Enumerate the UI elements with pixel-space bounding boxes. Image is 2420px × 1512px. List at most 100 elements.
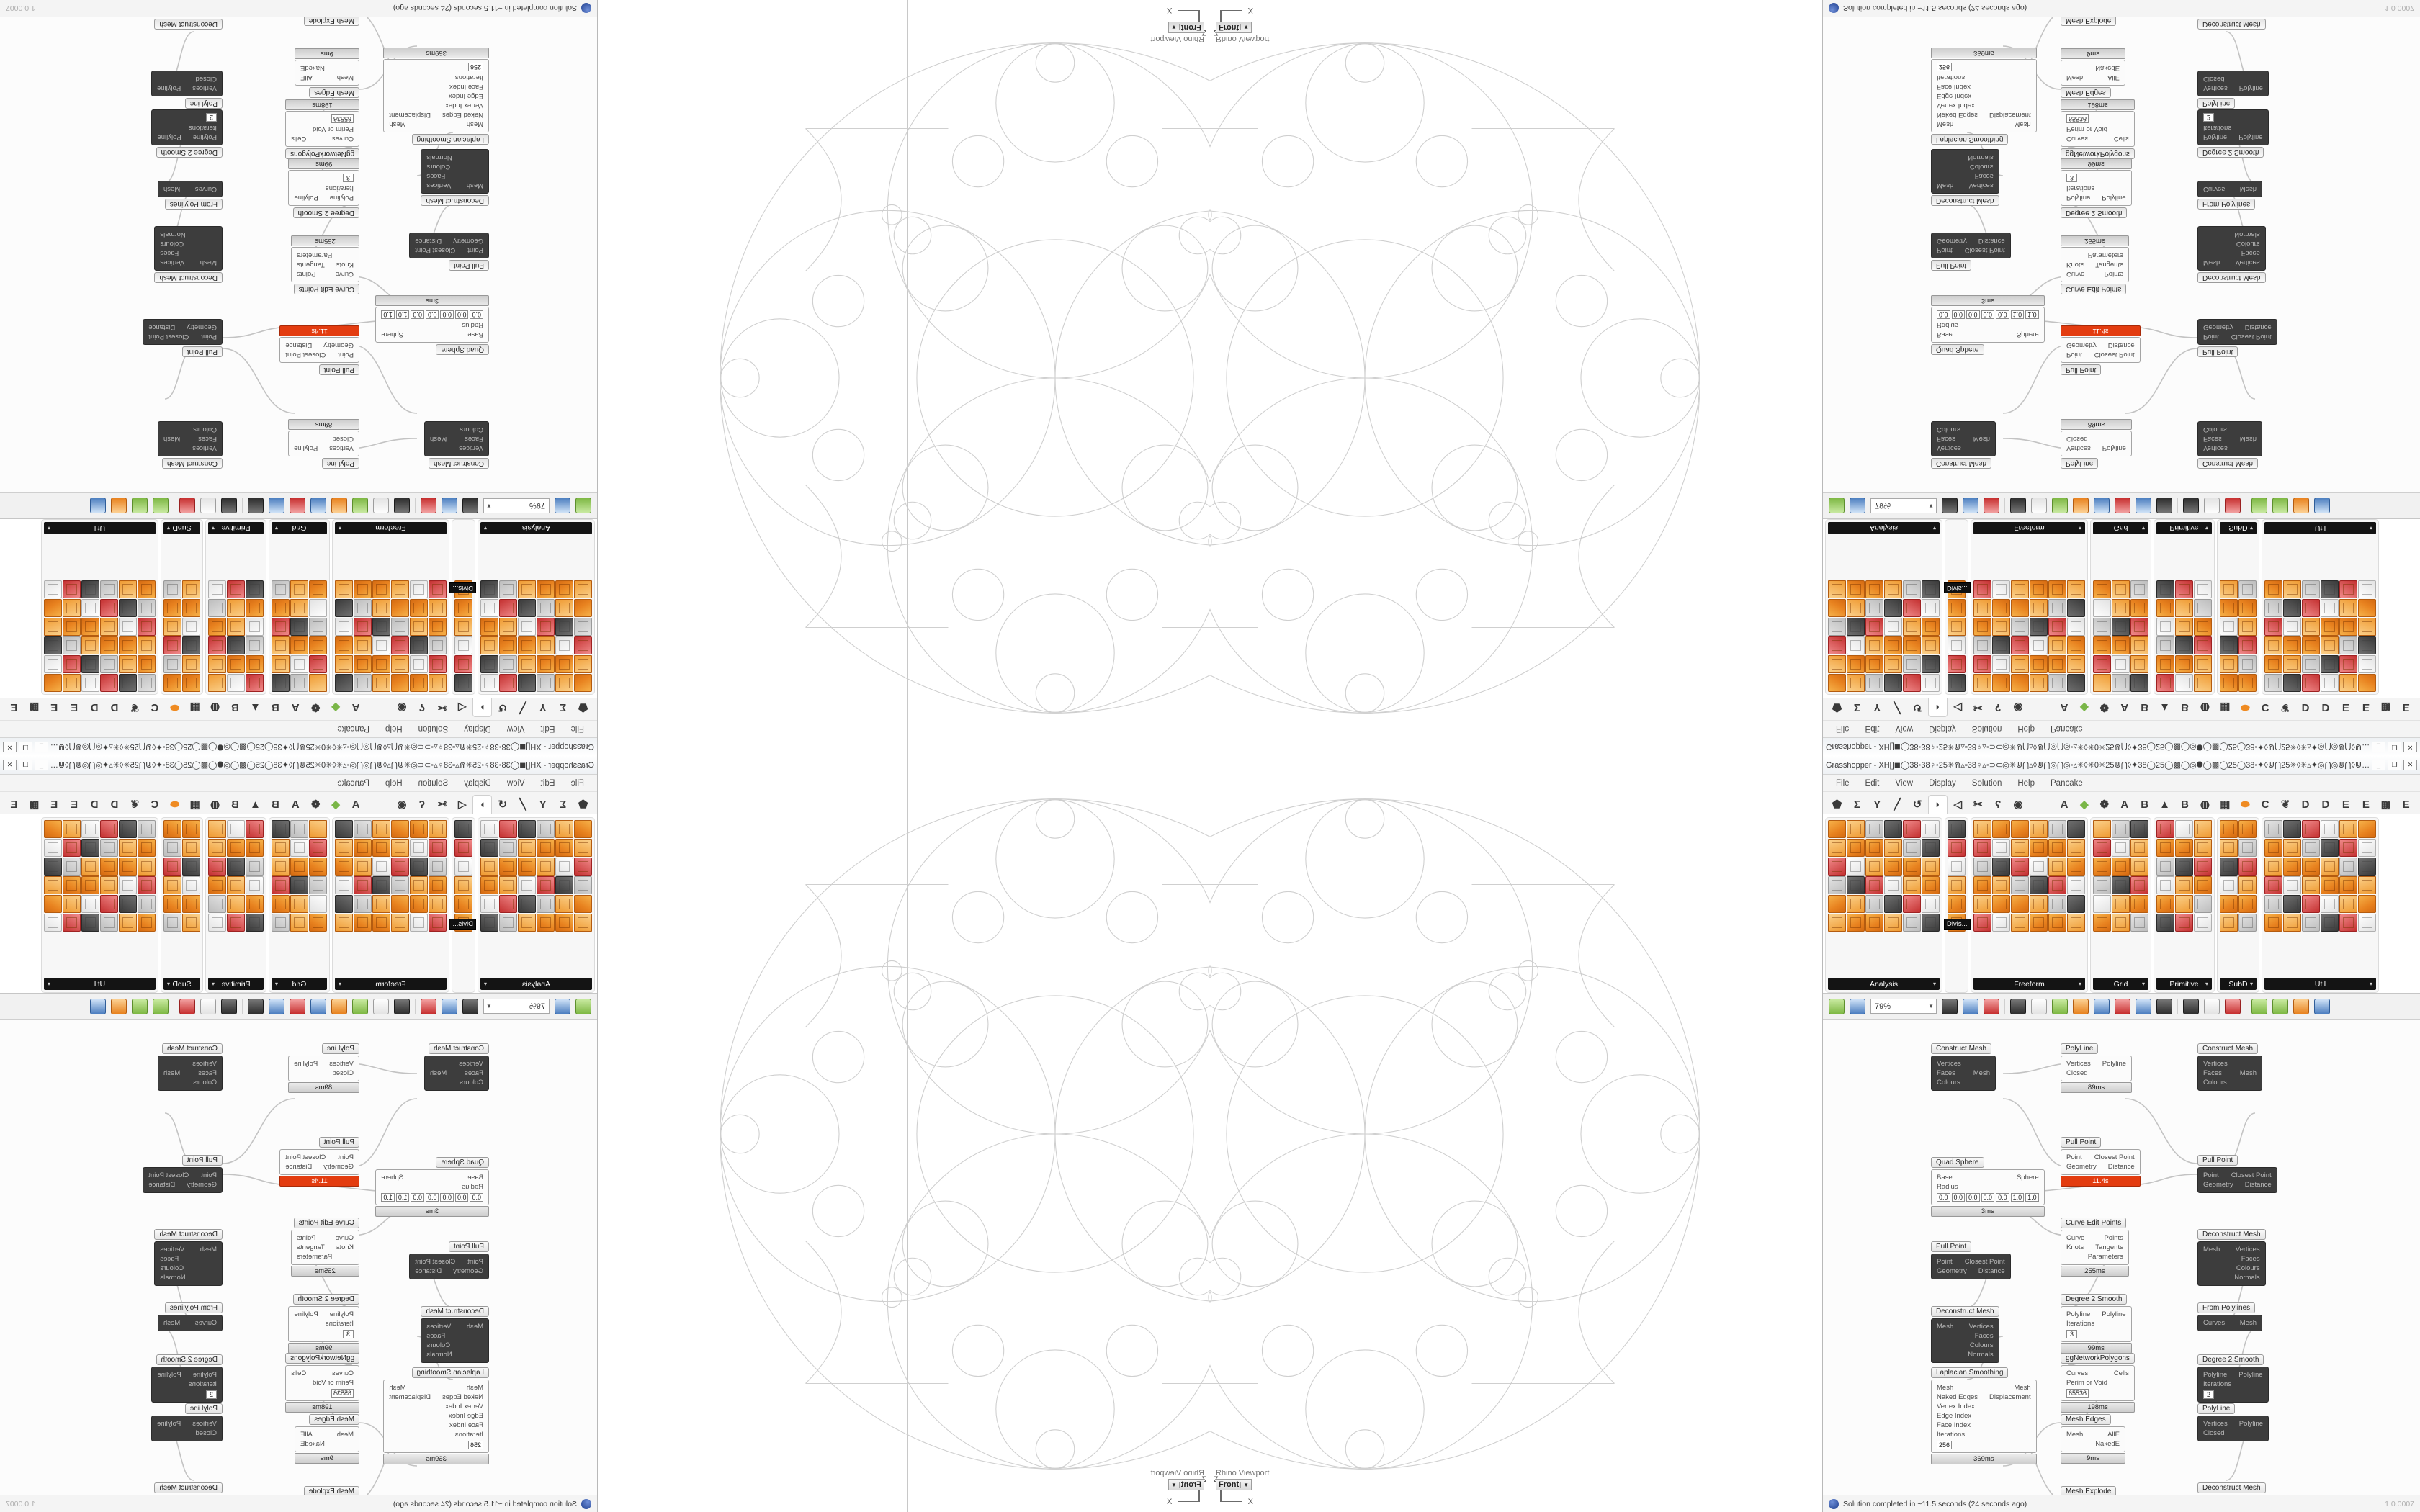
menu-item-pancake[interactable]: Pancake [337,724,369,734]
scissors-icon[interactable] [2156,998,2172,1014]
component-icon[interactable] [499,580,517,598]
component-icon[interactable] [81,580,99,598]
component-icon[interactable] [335,820,353,838]
component-icon[interactable] [138,876,156,894]
ribbon-tab-right-14[interactable]: E [71,701,79,714]
menu-item-edit[interactable]: Edit [1865,724,1880,734]
component-icon[interactable] [499,820,517,838]
viewport-view-dropdown[interactable]: Front ▼ [1168,1479,1204,1490]
gh-component-name[interactable]: PolyLine [184,1403,223,1414]
canvas-toolbar[interactable]: 79% ▼ [1823,492,2420,518]
component-icon[interactable] [429,914,447,932]
component-icon[interactable] [2030,674,2048,692]
component-icon[interactable] [290,858,308,876]
gh-output-param[interactable]: AllE [2107,73,2120,81]
component-icon[interactable] [290,674,308,692]
component-icon[interactable] [537,895,555,913]
ribbon-tab-right-13[interactable]: D [2321,701,2330,714]
component-icon[interactable] [354,914,372,932]
component-icon[interactable] [2048,580,2066,598]
component-icon[interactable] [246,655,264,673]
ribbon-tab-5[interactable]: ◗ [472,795,493,814]
component-icon[interactable] [335,876,353,894]
help-icon[interactable] [2115,498,2130,514]
component-icon[interactable] [1884,580,1902,598]
component-icon[interactable] [1992,618,2010,636]
menu-bar[interactable]: File Edit View Display Solution Help Pancake [0,775,597,792]
gh-value-field[interactable]: 1.0 [2025,310,2039,319]
gh-input-param[interactable]: Iterations [2203,124,2232,132]
component-icon[interactable] [2321,580,2339,598]
component-icon[interactable] [2302,839,2320,857]
component-icon[interactable] [1973,839,1991,857]
component-icon[interactable] [1992,599,2010,617]
component-icon[interactable] [44,599,62,617]
gh-input-param[interactable]: Vertex Index [1937,102,1975,109]
ribbon-tab-8[interactable]: ʕ [418,701,426,714]
component-icon[interactable] [2175,876,2193,894]
component-icon[interactable] [372,618,390,636]
gh-component-body[interactable]: Mesh Vertices Faces Colours Normals [421,149,489,194]
component-icon[interactable] [119,914,137,932]
component-icon[interactable] [1884,674,1902,692]
component-icon[interactable] [372,839,390,857]
gh-component-name[interactable]: Pull Point [182,346,223,357]
gradient-icon[interactable] [2293,998,2309,1014]
component-icon[interactable] [2048,858,2066,876]
save-file-icon[interactable] [1850,998,1865,1014]
gh-input-param[interactable]: Faces [198,1069,217,1077]
component-icon[interactable] [2030,895,2048,913]
gh-input-param[interactable]: Polyline [2066,194,2091,202]
component-icon[interactable] [574,839,592,857]
component-icon[interactable] [2093,580,2111,598]
component-icon[interactable] [372,895,390,913]
gh-component-body[interactable]: Vertices Faces Mesh Colours [424,421,489,456]
ribbon-tab-right-3[interactable]: A [2120,798,2129,811]
ribbon-panel-label[interactable]: Grid ▾ [2093,522,2148,534]
ribbon-tab-8[interactable]: ʕ [1994,701,2002,714]
ribbon-tab-right-1[interactable]: ◆ [331,798,340,811]
document-icon[interactable] [331,998,347,1014]
ribbon-tab-6[interactable]: ◁ [457,798,467,811]
gh-component[interactable]: Degree 2 Smooth Polyline Polyline Iteration… [151,1352,223,1403]
component-icon[interactable] [100,636,118,654]
ribbon-tab-right-9[interactable]: ⬬ [170,798,180,811]
component-icon[interactable] [2238,876,2257,894]
component-icon[interactable] [1948,655,1966,673]
gh-component-name[interactable]: Pull Point [2061,364,2102,375]
component-icon[interactable] [2238,618,2257,636]
gh-output-param[interactable]: Vertices [2235,1246,2260,1254]
component-icon[interactable] [2030,876,2048,894]
component-icon[interactable] [2194,636,2212,654]
gh-input-param[interactable]: Vertices [459,1060,483,1068]
lightbulb-icon[interactable] [2136,498,2151,514]
component-icon[interactable] [2283,655,2301,673]
gh-component[interactable]: Degree 2 Smooth Polyline Polyline Iteration… [2197,1352,2269,1403]
gh-output-param[interactable]: Colours [160,240,184,248]
ribbon-tab-3[interactable]: ╱ [519,701,526,714]
zoom-level-combobox[interactable]: 79% ▼ [1870,999,1937,1014]
component-icon[interactable] [499,599,517,617]
component-icon[interactable] [272,876,290,894]
gh-input-param[interactable]: Vertices [2203,1060,2228,1068]
gh-component-body[interactable]: Vertices Polyline Closed [287,1056,359,1081]
component-icon[interactable] [429,895,447,913]
gh-component[interactable]: Pull Point Point Closest Point Geometry Dist… [2061,1135,2141,1187]
gh-output-param[interactable]: Normals [2234,1274,2260,1282]
rhino-viewport[interactable]: Z X Rhino Viewport Front ▼ [1210,756,1700,1512]
component-icon[interactable] [429,655,447,673]
ribbon-panel-label[interactable]: Freeform ▾ [1973,522,2085,534]
component-icon[interactable] [2220,636,2238,654]
component-icon[interactable] [1865,914,1883,932]
gh-component[interactable]: Mesh Edges Mesh AllE NakedE 9ms [2061,1412,2125,1464]
gh-input-param[interactable]: Mesh [466,120,483,128]
component-icon[interactable] [1992,895,2010,913]
component-icon[interactable] [574,674,592,692]
gh-component[interactable]: Pull Point Point Closest Point Geometry Dist… [279,325,359,377]
close-button[interactable]: ✕ [3,760,17,770]
component-icon[interactable] [354,655,372,673]
component-icon[interactable] [2067,858,2085,876]
gh-value-field[interactable]: 2 [206,1390,217,1399]
component-icon[interactable] [2067,839,2085,857]
component-icon[interactable] [555,820,573,838]
